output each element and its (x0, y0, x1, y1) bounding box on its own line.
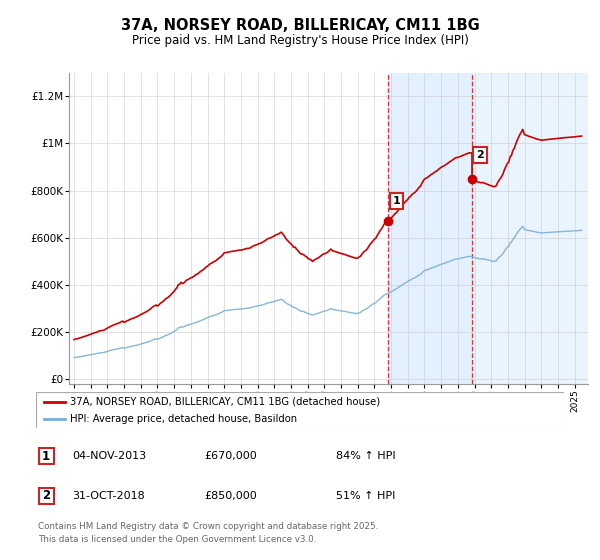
Text: 1: 1 (42, 450, 50, 463)
Text: £670,000: £670,000 (204, 451, 257, 461)
Text: 2: 2 (476, 150, 484, 160)
Text: 37A, NORSEY ROAD, BILLERICAY, CM11 1BG: 37A, NORSEY ROAD, BILLERICAY, CM11 1BG (121, 18, 479, 32)
Text: Contains HM Land Registry data © Crown copyright and database right 2025.
This d: Contains HM Land Registry data © Crown c… (38, 522, 378, 544)
Text: 1: 1 (393, 196, 400, 206)
Text: 2: 2 (42, 489, 50, 502)
Text: 51% ↑ HPI: 51% ↑ HPI (336, 491, 395, 501)
Text: 04-NOV-2013: 04-NOV-2013 (72, 451, 146, 461)
Bar (472, 73, 588, 384)
Text: HPI: Average price, detached house, Basildon: HPI: Average price, detached house, Basi… (70, 414, 298, 423)
Text: £850,000: £850,000 (204, 491, 257, 501)
Text: 37A, NORSEY ROAD, BILLERICAY, CM11 1BG (detached house): 37A, NORSEY ROAD, BILLERICAY, CM11 1BG (… (70, 397, 380, 407)
Text: 84% ↑ HPI: 84% ↑ HPI (336, 451, 395, 461)
Bar (388, 73, 472, 384)
Text: 31-OCT-2018: 31-OCT-2018 (72, 491, 145, 501)
Text: Price paid vs. HM Land Registry's House Price Index (HPI): Price paid vs. HM Land Registry's House … (131, 34, 469, 47)
